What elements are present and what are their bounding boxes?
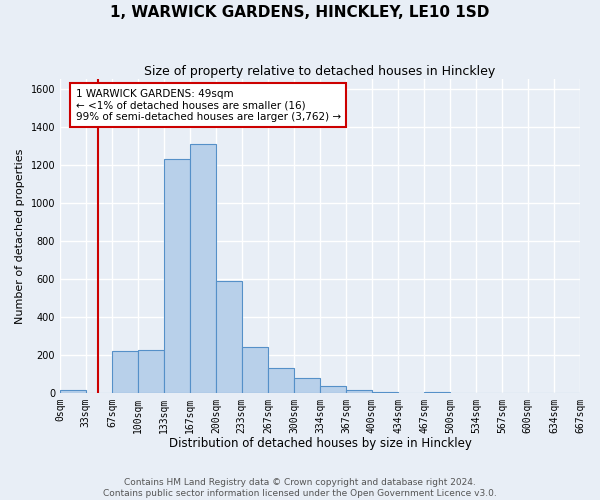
Bar bbox=[320, 386, 346, 392]
Text: Contains HM Land Registry data © Crown copyright and database right 2024.
Contai: Contains HM Land Registry data © Crown c… bbox=[103, 478, 497, 498]
Title: Size of property relative to detached houses in Hinckley: Size of property relative to detached ho… bbox=[145, 65, 496, 78]
Bar bbox=[60, 390, 86, 392]
Bar bbox=[112, 351, 138, 393]
Bar bbox=[190, 144, 216, 392]
Bar bbox=[164, 159, 190, 392]
Y-axis label: Number of detached properties: Number of detached properties bbox=[15, 148, 25, 324]
Bar bbox=[294, 378, 320, 392]
Bar bbox=[346, 390, 372, 392]
Text: 1 WARWICK GARDENS: 49sqm
← <1% of detached houses are smaller (16)
99% of semi-d: 1 WARWICK GARDENS: 49sqm ← <1% of detach… bbox=[76, 88, 341, 122]
Text: 1, WARWICK GARDENS, HINCKLEY, LE10 1SD: 1, WARWICK GARDENS, HINCKLEY, LE10 1SD bbox=[110, 5, 490, 20]
X-axis label: Distribution of detached houses by size in Hinckley: Distribution of detached houses by size … bbox=[169, 437, 472, 450]
Bar bbox=[242, 347, 268, 393]
Bar bbox=[268, 368, 294, 392]
Bar bbox=[216, 280, 242, 392]
Bar bbox=[138, 350, 164, 393]
